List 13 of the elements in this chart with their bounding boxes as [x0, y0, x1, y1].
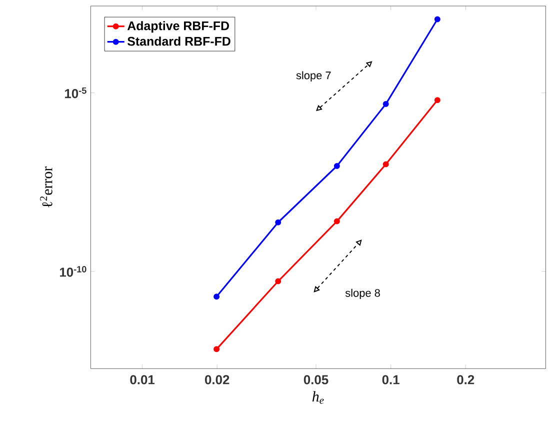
x-tick-label: 0.2: [457, 375, 474, 384]
annotation: slope 8: [345, 288, 380, 300]
legend-label: Standard RBF-FD: [127, 36, 230, 46]
annotation: slope 7: [296, 71, 331, 82]
x-tick-label: 0.02: [205, 375, 230, 384]
x-tick-label: 0.05: [304, 375, 328, 384]
x-tick-label: 0.1: [382, 375, 400, 384]
x-axis-title: h$_{e}$: [312, 391, 324, 404]
y-tick-label: 10$^{-5}$: [65, 87, 86, 98]
legend-label: Adaptive RBF-FD: [127, 21, 229, 33]
y-tick-label: 10$^{-10}$: [60, 266, 86, 277]
y-axis-title: ℓ$^{2}$error: [40, 166, 52, 208]
x-tick-label: 0.01: [130, 375, 155, 384]
